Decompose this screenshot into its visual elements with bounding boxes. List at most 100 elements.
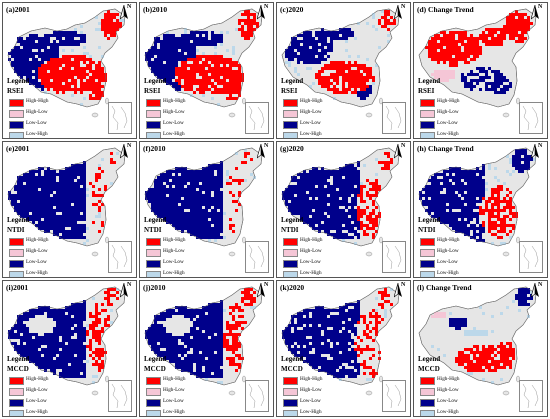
cluster-cell-low-low xyxy=(440,194,443,197)
cluster-cell-high-high xyxy=(506,19,509,22)
cluster-cell-high-high xyxy=(512,224,515,227)
cluster-cell-low-low xyxy=(476,188,479,191)
cluster-cell-low-low xyxy=(202,203,205,206)
cluster-cell-high-high xyxy=(116,19,119,22)
cluster-cell-low-low xyxy=(202,333,205,336)
cluster-cell-high-high xyxy=(500,34,503,37)
legend-item: Low-Low xyxy=(418,119,488,129)
cluster-cell-low-low xyxy=(458,227,461,230)
cluster-cell-high-high xyxy=(211,58,214,61)
cluster-cell-low-high xyxy=(86,360,89,363)
cluster-cell-low-low xyxy=(214,185,217,188)
cluster-cell-low-low xyxy=(148,191,151,194)
cluster-cell-low-low xyxy=(83,212,86,215)
cluster-cell-low-low xyxy=(187,46,190,49)
cluster-cell-low-low xyxy=(205,206,208,209)
cluster-cell-high-high xyxy=(238,194,241,197)
cluster-cell-low-low xyxy=(208,212,211,215)
cluster-cell-low-low xyxy=(306,215,309,218)
cluster-cell-low-low xyxy=(65,209,68,212)
cluster-cell-high-high xyxy=(244,13,247,16)
cluster-cell-low-low xyxy=(437,209,440,212)
island xyxy=(91,112,99,118)
cluster-cell-low-low xyxy=(345,215,348,218)
cluster-cell-low-low xyxy=(300,200,303,203)
cluster-cell-low-low xyxy=(479,236,482,239)
cluster-cell-low-low xyxy=(169,61,172,64)
cluster-cell-low-low xyxy=(336,215,339,218)
cluster-cell-low-low xyxy=(62,348,65,351)
cluster-cell-high-high xyxy=(247,294,250,297)
cluster-cell-high-high xyxy=(446,52,449,55)
cluster-cell-low-low xyxy=(56,185,59,188)
cluster-cell-low-low xyxy=(351,209,354,212)
cluster-cell-low-low xyxy=(324,224,327,227)
cluster-cell-low-low xyxy=(196,170,199,173)
cluster-cell-low-low xyxy=(181,40,184,43)
cluster-cell-high-high xyxy=(101,309,104,312)
cluster-cell-low-low xyxy=(437,206,440,209)
cluster-cell-low-low xyxy=(306,221,309,224)
cluster-cell-low-low xyxy=(17,336,20,339)
cluster-cell-low-low xyxy=(166,46,169,49)
cluster-cell-low-low xyxy=(348,224,351,227)
cluster-cell-low-low xyxy=(312,227,315,230)
cluster-cell-low-low xyxy=(321,212,324,215)
cluster-cell-low-low xyxy=(345,176,348,179)
cluster-cell-low-low xyxy=(211,324,214,327)
cluster-cell-low-low xyxy=(14,197,17,200)
cluster-cell-low-low xyxy=(214,336,217,339)
cluster-cell-low-low xyxy=(309,40,312,43)
cluster-cell-high-high xyxy=(491,215,494,218)
cluster-cell-high-high xyxy=(92,351,95,354)
cluster-cell-low-low xyxy=(154,324,157,327)
cluster-cell-high-high xyxy=(491,34,494,37)
cluster-cell-low-low xyxy=(190,369,193,372)
cluster-cell-high-high xyxy=(44,64,47,67)
cluster-cell-low-low xyxy=(29,194,32,197)
cluster-cell-high-high xyxy=(387,155,390,158)
cluster-cell-low-low xyxy=(17,212,20,215)
cluster-cell-low-low xyxy=(306,182,309,185)
legend-label: High-High xyxy=(163,237,186,243)
cluster-cell-low-low xyxy=(151,46,154,49)
cluster-cell-low-low xyxy=(41,306,44,309)
cluster-cell-low-low xyxy=(321,40,324,43)
cluster-cell-high-high xyxy=(59,70,62,73)
cluster-cell-low-low xyxy=(515,149,518,152)
cluster-cell-low-low xyxy=(77,233,80,236)
cluster-cell-low-low xyxy=(327,224,330,227)
cluster-cell-low-low xyxy=(181,345,184,348)
cluster-cell-low-low xyxy=(181,182,184,185)
cluster-cell-high-high xyxy=(250,25,253,28)
cluster-cell-low-low xyxy=(449,224,452,227)
cluster-cell-high-high xyxy=(366,194,369,197)
cluster-cell-low-low xyxy=(154,206,157,209)
cluster-cell-high-high xyxy=(515,40,518,43)
cluster-cell-low-low xyxy=(53,309,56,312)
cluster-cell-low-low xyxy=(35,345,38,348)
cluster-cell-low-low xyxy=(175,182,178,185)
cluster-cell-low-low xyxy=(74,363,77,366)
cluster-cell-low-low xyxy=(20,330,23,333)
cluster-cell-high-high xyxy=(217,79,220,82)
cluster-cell-low-low xyxy=(26,176,29,179)
cluster-cell-high-high xyxy=(518,28,521,31)
legend-label: Low-High xyxy=(163,270,185,276)
cluster-cell-low-low xyxy=(476,191,479,194)
cluster-cell-high-high xyxy=(56,91,59,94)
cluster-cell-high-high xyxy=(363,224,366,227)
cluster-cell-low-low xyxy=(193,46,196,49)
cluster-cell-low-low xyxy=(23,194,26,197)
cluster-cell-low-low xyxy=(68,351,71,354)
cluster-cell-low-low xyxy=(184,49,187,52)
cluster-cell-low-low xyxy=(455,215,458,218)
cluster-cell-low-low xyxy=(38,185,41,188)
cluster-cell-high-high xyxy=(247,31,250,34)
cluster-cell-low-low xyxy=(357,188,360,191)
cluster-cell-low-low xyxy=(318,224,321,227)
cluster-cell-high-high xyxy=(244,294,247,297)
cluster-cell-high-high xyxy=(95,309,98,312)
country-border xyxy=(418,8,537,108)
cluster-cell-low-high xyxy=(345,40,348,43)
